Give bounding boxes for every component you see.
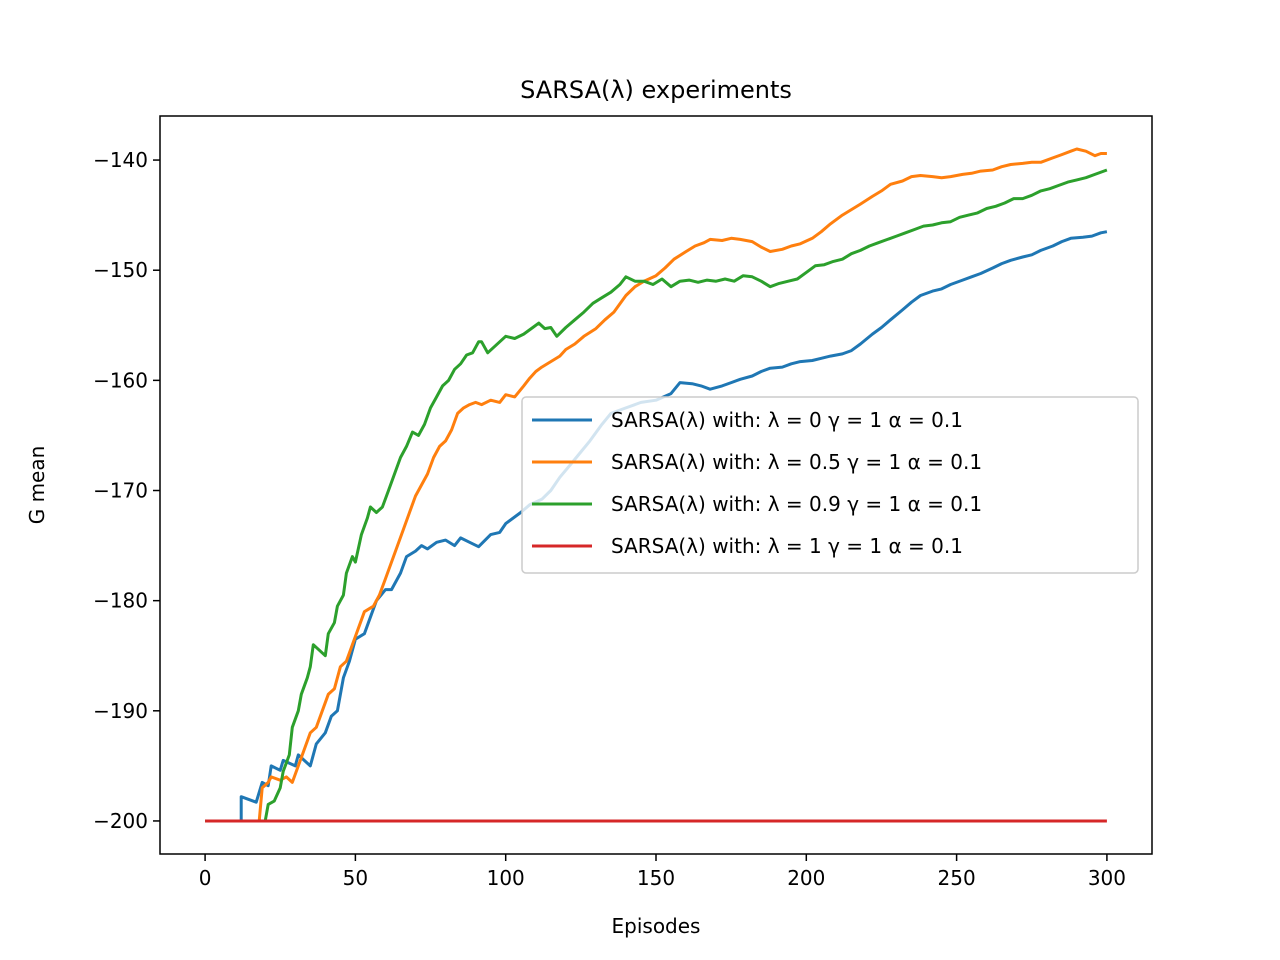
- legend: SARSA(λ) with: λ = 0 γ = 1 α = 0.1 SARSA(…: [521, 396, 1139, 574]
- y-tick-label: −170: [93, 479, 148, 503]
- x-tick-label: 50: [343, 866, 368, 890]
- legend-entry-2: SARSA(λ) with: λ = 0.9 γ = 1 α = 0.1: [611, 492, 982, 516]
- y-tick-label: −140: [93, 148, 148, 172]
- legend-frame: [521, 396, 1139, 574]
- x-axis-label: Episodes: [612, 914, 701, 938]
- y-tick-label: −190: [93, 699, 148, 723]
- series-line-2: [205, 168, 1108, 823]
- x-tick-label: 100: [487, 866, 525, 890]
- chart-title: SARSA(λ) experiments: [520, 76, 792, 104]
- y-tick-label: −200: [93, 809, 148, 833]
- series-layer: [205, 147, 1108, 823]
- legend-entry-0: SARSA(λ) with: λ = 0 γ = 1 α = 0.1: [611, 408, 963, 432]
- ticks-layer: 0 50 100 150 200 250 300 −200 −190 −180 −170 −160 −1…: [93, 148, 1126, 890]
- series-line-1: [205, 147, 1107, 823]
- legend-entry-3: SARSA(λ) with: λ = 1 γ = 1 α = 0.1: [611, 534, 963, 558]
- x-tick-label: 250: [938, 866, 976, 890]
- x-tick-label: 300: [1088, 866, 1126, 890]
- x-tick-label: 0: [199, 866, 212, 890]
- y-tick-label: −180: [93, 589, 148, 613]
- y-tick-label: −160: [93, 368, 148, 392]
- y-axis-label: G mean: [25, 446, 49, 525]
- y-tick-label: −150: [93, 258, 148, 282]
- x-tick-label: 150: [637, 866, 675, 890]
- x-tick-label: 200: [787, 866, 825, 890]
- legend-entry-1: SARSA(λ) with: λ = 0.5 γ = 1 α = 0.1: [611, 450, 982, 474]
